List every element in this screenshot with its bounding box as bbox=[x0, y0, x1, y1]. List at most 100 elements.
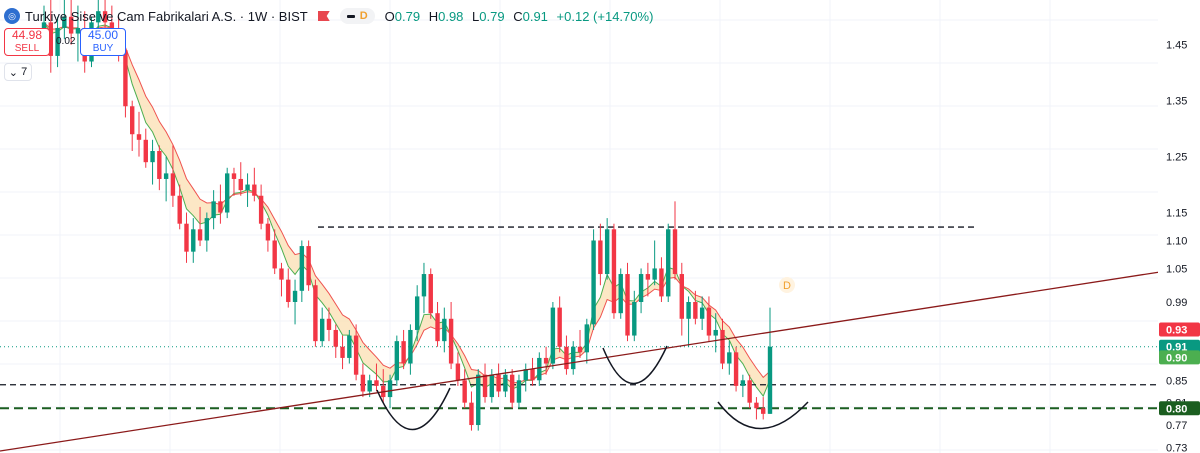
candle bbox=[482, 363, 488, 403]
candle bbox=[652, 240, 657, 286]
candle bbox=[706, 296, 712, 342]
sell-label: SELL bbox=[14, 43, 40, 54]
candle bbox=[286, 268, 291, 308]
candle-body bbox=[211, 201, 216, 219]
candle-body bbox=[727, 352, 732, 364]
candlestick-series bbox=[41, 0, 773, 431]
candle bbox=[523, 363, 528, 392]
event-marker-layer: D bbox=[779, 277, 795, 293]
candle-body bbox=[340, 346, 345, 358]
candle-body bbox=[604, 229, 610, 275]
price-label-bg bbox=[1159, 350, 1200, 365]
ma-slow-line bbox=[43, 22, 771, 384]
event-marker: D bbox=[783, 280, 791, 292]
price-label: 0.93 bbox=[1159, 322, 1200, 337]
y-tick-label: 0.99 bbox=[1166, 297, 1187, 309]
candle bbox=[679, 262, 684, 336]
candle bbox=[55, 16, 60, 68]
candle-body bbox=[231, 173, 237, 179]
candle-body bbox=[489, 374, 495, 398]
y-tick-label: 1.45 bbox=[1166, 40, 1187, 52]
y-tick-label: 1.15 bbox=[1166, 208, 1187, 220]
candle-body bbox=[442, 318, 447, 342]
candle-body bbox=[41, 22, 47, 34]
candle bbox=[387, 374, 393, 409]
price-label: 0.90 bbox=[1159, 350, 1200, 365]
candle-body bbox=[326, 318, 332, 330]
symbol-title[interactable]: Turkiye Sise ve Cam Fabrikalari A.S. · 1… bbox=[25, 8, 308, 24]
candle bbox=[130, 100, 135, 151]
candle-body bbox=[96, 11, 101, 23]
candle-body bbox=[286, 279, 291, 302]
candle bbox=[157, 145, 162, 191]
candle-body bbox=[720, 329, 725, 364]
candle-body bbox=[618, 274, 623, 314]
candle-body bbox=[509, 374, 515, 403]
candle-body bbox=[48, 22, 53, 56]
pattern-arc-right bbox=[717, 401, 809, 430]
y-tick-label: 1.35 bbox=[1166, 96, 1187, 108]
candle-body bbox=[252, 184, 257, 196]
candle bbox=[48, 0, 53, 73]
candle bbox=[191, 218, 196, 263]
price-label-bg bbox=[1159, 322, 1200, 337]
indicator-badge: D bbox=[359, 10, 368, 22]
candle bbox=[537, 352, 542, 386]
candle-body bbox=[672, 229, 678, 275]
candle-body bbox=[170, 173, 176, 196]
candle-body bbox=[754, 402, 759, 409]
candle-body bbox=[55, 27, 60, 56]
collapse-indicators-button[interactable]: ⌄ 7 bbox=[4, 63, 32, 81]
candle-body bbox=[374, 380, 379, 386]
candle bbox=[571, 341, 576, 375]
indicator-pill[interactable]: D bbox=[339, 8, 375, 24]
candle bbox=[584, 318, 590, 364]
y-tick-label: 0.85 bbox=[1166, 375, 1187, 387]
candle bbox=[577, 329, 583, 358]
candle-body bbox=[625, 274, 630, 336]
buy-label: BUY bbox=[92, 43, 114, 54]
candle bbox=[767, 307, 773, 414]
candle bbox=[408, 324, 413, 375]
candle-body bbox=[313, 285, 318, 342]
candle bbox=[143, 128, 148, 168]
candle-body bbox=[184, 223, 189, 252]
candle bbox=[374, 363, 379, 392]
candle bbox=[347, 329, 352, 364]
candle bbox=[414, 285, 420, 342]
candle-body bbox=[367, 380, 372, 392]
candle bbox=[740, 374, 746, 398]
high-value: 0.98 bbox=[438, 8, 464, 24]
candle-body bbox=[130, 106, 135, 135]
low-label: L bbox=[472, 8, 480, 24]
minus-icon bbox=[346, 14, 355, 18]
candle-body bbox=[218, 201, 223, 213]
candle bbox=[618, 268, 623, 319]
buy-button[interactable]: 45.00 BUY bbox=[80, 28, 126, 56]
buy-price: 45.00 bbox=[87, 28, 119, 42]
candle-body bbox=[679, 274, 684, 319]
candle-body bbox=[245, 184, 250, 191]
candle-body bbox=[598, 240, 603, 275]
candle bbox=[720, 318, 725, 370]
candle bbox=[598, 223, 603, 286]
candle bbox=[224, 167, 230, 219]
candle-body bbox=[530, 369, 535, 381]
candle-body bbox=[557, 307, 562, 347]
candle-body bbox=[706, 307, 712, 336]
candle bbox=[625, 262, 630, 342]
candle-body bbox=[292, 290, 298, 302]
y-tick-label: 0.73 bbox=[1166, 442, 1187, 453]
candle bbox=[516, 374, 522, 409]
candle bbox=[136, 111, 142, 157]
candle bbox=[448, 302, 454, 370]
candle-body bbox=[408, 329, 413, 364]
flag-icon[interactable] bbox=[317, 11, 330, 21]
candle-body bbox=[123, 50, 128, 107]
candle-body bbox=[733, 352, 739, 386]
candle bbox=[727, 341, 732, 375]
candle bbox=[96, 0, 101, 34]
candle bbox=[313, 279, 318, 347]
sell-button[interactable]: 44.98 SELL bbox=[4, 28, 50, 56]
